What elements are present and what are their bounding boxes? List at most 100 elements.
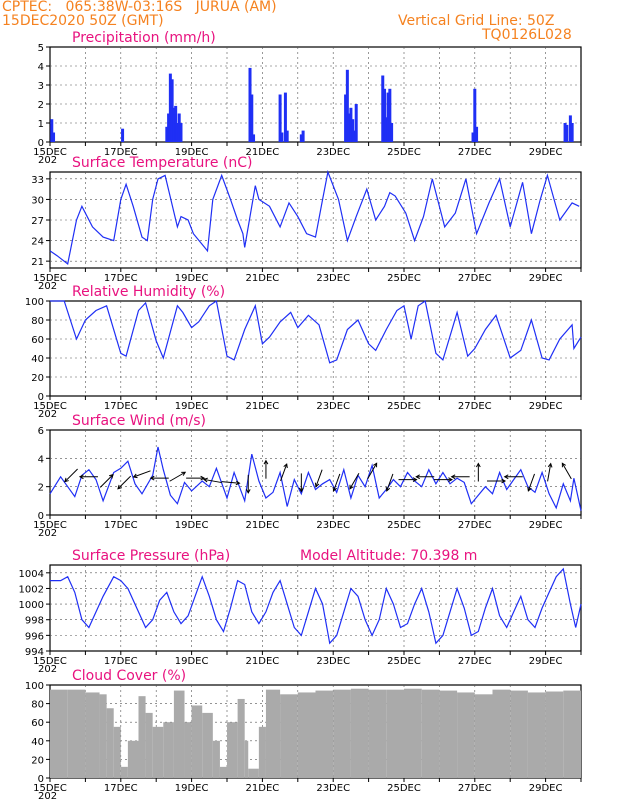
wind-arrow [117,475,132,490]
wind-arrow-head [527,486,532,492]
station-header: CPTEC: 065:38W-03:16S JURUA (AM) [2,0,277,15]
wind-arrow [503,474,523,480]
cloud-bar [474,694,493,778]
pressure-ytick-label: 998 [25,616,44,627]
temperature-title: Surface Temperature (nC) [72,155,253,171]
precip-bar [285,130,289,142]
precip-bar [52,132,56,142]
wind-arrow-head [450,474,456,480]
cloud-xtick-label: 17DEC [104,783,138,794]
temperature-xtick-label: 17DEC [104,273,138,284]
pressure-xtick-label: 19DEC [175,656,209,667]
precip-bar [168,73,172,142]
wind-arrow-head [415,474,420,480]
cloud-bar [563,690,581,778]
wind-arrow-head [283,463,288,469]
cloud-xtick-label: 27DEC [458,783,492,794]
cloud-bar [138,696,146,778]
precip-bar [175,123,179,142]
wind-xtick-label: 27DEC [458,520,492,531]
wind-arrow-head [561,462,567,468]
cloud-bar [248,768,259,778]
precip-bar [283,92,287,142]
cloud-xtick-label: 29DEC [529,783,563,794]
temperature-line [49,169,580,265]
wind-arrow-head [149,475,155,481]
pressure-annotation: Model Altitude: 70.398 m [300,548,477,564]
humidity-xtick-label: 23DEC [316,401,350,412]
cloud-xtick-label: 23DEC [316,783,350,794]
wind-xtick-label: 21DEC [246,520,280,531]
pressure-xtick-label: 23DEC [316,656,350,667]
cloud-bar [527,692,546,778]
precipitation-panel: 0 1 2 3 4 5 15DEC 17DEC 19DEC 21DEC 23DEC 25DEC 27DE… [33,30,582,166]
precip-bar [563,123,567,142]
wind-ytick-label: 0 [38,511,44,522]
cloud-xtick-label: 19DEC [175,783,209,794]
wind-arrow [314,469,323,488]
precip-bar [473,88,477,142]
wind-arrow [298,473,304,493]
cloud-bar [113,726,121,778]
precip-bar [250,94,254,142]
wind-arrow-shaft [221,481,240,484]
precip-bar [174,105,178,142]
wind-arrow [398,477,418,482]
wind-arrow-shaft [386,473,394,492]
humidity-title: Relative Humidity (%) [72,284,225,300]
cloud-ytick-label: 80 [31,700,44,711]
cloud-bar [244,740,249,778]
wind-arrow-shaft [203,478,222,484]
pressure-xtick-label: 27DEC [458,656,492,667]
precipitation-year-fragment: 202 [38,155,57,166]
wind-arrow [78,474,98,480]
cloud-bar [297,692,316,778]
cloud-bar [350,688,369,778]
pressure-ytick-label: 996 [25,631,44,642]
pressure-ytick-label: 1004 [19,569,44,580]
precip-bar [301,130,305,142]
wind-arrow [367,462,378,480]
precipitation-xtick-label: 23DEC [316,147,350,158]
precipitation-xtick-label: 25DEC [387,147,421,158]
temperature-xtick-label: 21DEC [246,273,280,284]
humidity-ytick-label: 20 [31,373,44,384]
wind-xtick-label: 23DEC [316,520,350,531]
cloud-year-fragment: 202 [38,791,57,800]
precip-bar [177,113,181,142]
cloud-xtick-label: 21DEC [246,783,280,794]
wind-arrow [149,475,169,481]
temperature-ytick-label: 33 [31,175,44,186]
wind-arrow-head [202,477,208,483]
wind-arrow [132,470,151,479]
cloud-bar [120,766,128,778]
precip-bar [172,107,176,142]
wind-arrow-shaft [527,473,535,492]
precip-bar [354,104,358,142]
wind-arrow-head [332,486,337,492]
cloud-ytick-label: 100 [25,681,44,692]
wind-xtick-label: 15DEC [33,520,67,531]
wind-xtick-label: 25DEC [387,520,421,531]
temperature-panel: 21 24 27 30 33 15DEC 17DEC 19DEC 21DEC 23DEC 25DEC… [31,155,582,292]
wind-arrow-head [78,474,84,480]
cloud-bar [145,712,153,778]
precipitation-ytick-label: 1 [38,119,44,130]
precipitation-ytick-label: 0 [38,138,44,149]
cloud-bar [545,691,564,778]
precip-bar [347,113,351,142]
wind-arrow-shaft [64,468,78,483]
cloud-bar [173,690,185,778]
cloud-bar [127,740,139,778]
precipitation-ytick-label: 2 [38,100,44,111]
precip-bar [352,130,356,142]
vertical-grid-note: Vertical Grid Line: 50Z [398,13,555,29]
wind-arrow-head [117,484,122,490]
precipitation-xtick-label: 21DEC [246,147,280,158]
cloud-bar [219,766,227,778]
temperature-ytick-label: 27 [31,216,44,227]
pressure-ytick-label: 1000 [19,600,44,611]
wind-arrow-shaft [99,474,114,488]
cloud-bar [315,690,334,778]
precip-bar [179,123,183,142]
